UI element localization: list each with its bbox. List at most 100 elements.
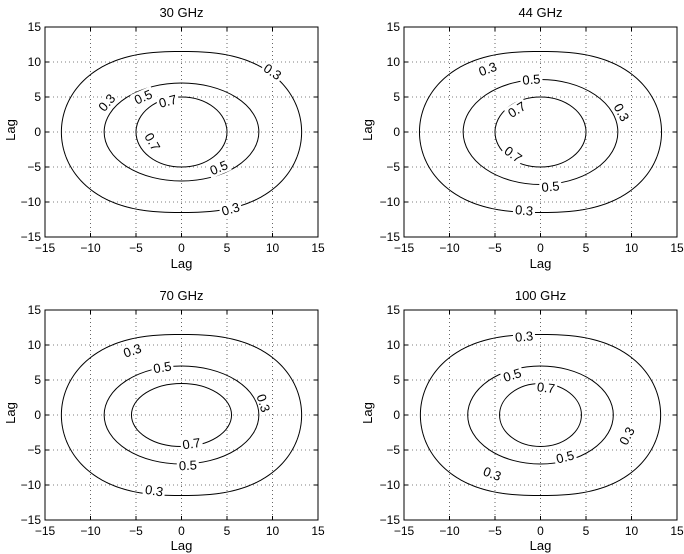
y-tick-label: 0 xyxy=(393,125,400,139)
grid xyxy=(45,310,318,520)
y-tick-label: −5 xyxy=(27,160,41,174)
y-tick-label: 10 xyxy=(28,55,42,69)
y-tick-label: 0 xyxy=(34,408,41,422)
contour-label-bg xyxy=(179,435,204,453)
contour-label-bg xyxy=(205,156,232,179)
y-tick-label: 5 xyxy=(34,90,41,104)
contour-label-bg xyxy=(538,178,563,195)
panel-title: 70 GHz xyxy=(159,288,203,303)
x-axis-label: Lag xyxy=(171,538,193,553)
contour-label: 0.3 xyxy=(144,482,164,500)
contour-label: 0.7 xyxy=(501,143,524,166)
contour-label-bg xyxy=(142,481,167,500)
contour-label-bg xyxy=(610,99,633,126)
contour-line-0.5 xyxy=(467,365,614,465)
y-tick-label: 10 xyxy=(387,338,401,352)
contour-label-bg xyxy=(259,59,286,84)
x-tick-label: 15 xyxy=(311,524,325,538)
x-tick-label: 15 xyxy=(670,241,684,255)
contour-label-bg xyxy=(503,97,530,122)
contour-line-0.3 xyxy=(60,50,303,214)
contour-label-bg xyxy=(512,328,536,345)
contour-label: 0.3 xyxy=(481,464,503,484)
x-tick-label: −10 xyxy=(80,241,101,255)
y-tick-label: 5 xyxy=(393,90,400,104)
contour-line-0.7 xyxy=(135,96,228,168)
y-tick-label: −10 xyxy=(21,478,42,492)
contour-label: 0.5 xyxy=(132,86,155,107)
x-tick-label: 15 xyxy=(670,524,684,538)
x-axis-label: Lag xyxy=(530,538,552,553)
y-axis-label: Lag xyxy=(360,119,375,141)
grid xyxy=(404,27,677,237)
contour-label-bg xyxy=(94,89,120,116)
contour-label: 0.7 xyxy=(182,435,202,452)
panel-70ghz: 70 GHz Lag Lag 0.30.30.30.50.50.7−15 −10−… xyxy=(3,288,325,553)
contour-label-bg xyxy=(218,199,244,219)
contour-label-bg xyxy=(155,91,181,111)
contour-label: 0.5 xyxy=(541,178,560,194)
x-tick-label: 10 xyxy=(625,241,639,255)
x-tick-label: 10 xyxy=(266,241,280,255)
contour-label: 0.3 xyxy=(261,61,284,84)
y-tick-label: −10 xyxy=(380,195,401,209)
y-axis-label: Lag xyxy=(3,119,18,141)
contour-label-bg xyxy=(534,379,558,396)
contour-label-bg xyxy=(552,447,578,467)
grid xyxy=(404,310,677,520)
y-tick-label: −5 xyxy=(27,443,41,457)
contour-label-bg xyxy=(615,422,639,450)
y-tick-label: −5 xyxy=(386,160,400,174)
contour-line-0.3 xyxy=(418,50,663,214)
x-tick-label: −10 xyxy=(439,524,460,538)
x-tick-label: 5 xyxy=(224,241,231,255)
x-tick-label: 5 xyxy=(583,241,590,255)
y-tick-label: −15 xyxy=(380,230,401,244)
contour-line-0.7 xyxy=(494,96,587,168)
contour-label: 0.7 xyxy=(157,92,178,111)
panel-30ghz: 30 GHz Lag Lag 0.30.30.30.50.50.70.7−15−… xyxy=(3,5,325,271)
contour-label: 0.5 xyxy=(208,157,230,178)
contour-label: 0.7 xyxy=(505,98,528,120)
x-tick-label: 5 xyxy=(224,524,231,538)
panel-100ghz: 100 GHz Lag Lag 0.30.30.30.50.50.7−15 −10… xyxy=(360,288,684,553)
contour-label-bg xyxy=(500,142,527,167)
x-tick-label: 5 xyxy=(583,524,590,538)
panel-44ghz: 44 GHz Lag Lag 0.30.30.30.50.50.70.7−15−… xyxy=(360,5,684,271)
x-tick-label: 10 xyxy=(625,524,639,538)
x-tick-label: −5 xyxy=(488,241,502,255)
panel-title: 100 GHz xyxy=(515,288,566,303)
y-tick-label: −5 xyxy=(386,443,400,457)
y-tick-label: 10 xyxy=(28,338,42,352)
contour-label: 0.3 xyxy=(514,328,533,345)
contour-line-0.3 xyxy=(419,333,662,497)
contour-label-bg xyxy=(479,463,506,485)
x-tick-label: 0 xyxy=(178,524,185,538)
x-axis-label: Lag xyxy=(171,256,193,271)
x-tick-label: −15 xyxy=(35,241,56,255)
y-axis-label: Lag xyxy=(3,402,18,424)
y-tick-label: 15 xyxy=(387,303,401,317)
y-tick-label: −15 xyxy=(380,513,401,527)
contour-label: 0.3 xyxy=(95,91,118,114)
x-tick-label: −10 xyxy=(439,241,460,255)
contour-label: 0.3 xyxy=(220,199,242,218)
contour-label-bg xyxy=(512,202,536,219)
y-tick-label: 10 xyxy=(387,55,401,69)
contour-label: 0.5 xyxy=(522,71,541,87)
contour-label: 0.5 xyxy=(501,365,523,385)
contour-line-0.3 xyxy=(60,333,303,497)
panel-title: 44 GHz xyxy=(518,5,562,20)
x-axis-label: Lag xyxy=(530,256,552,271)
y-tick-label: 0 xyxy=(393,408,400,422)
y-tick-label: −10 xyxy=(21,195,42,209)
y-tick-label: 5 xyxy=(34,373,41,387)
contour-label-bg xyxy=(176,457,200,473)
contour-label-bg xyxy=(130,86,157,108)
contour-label-bg xyxy=(150,358,175,377)
x-tick-label: −15 xyxy=(35,524,56,538)
contour-label-bg xyxy=(519,71,543,88)
contour-label: 0.3 xyxy=(121,341,143,361)
x-tick-label: 10 xyxy=(266,524,280,538)
